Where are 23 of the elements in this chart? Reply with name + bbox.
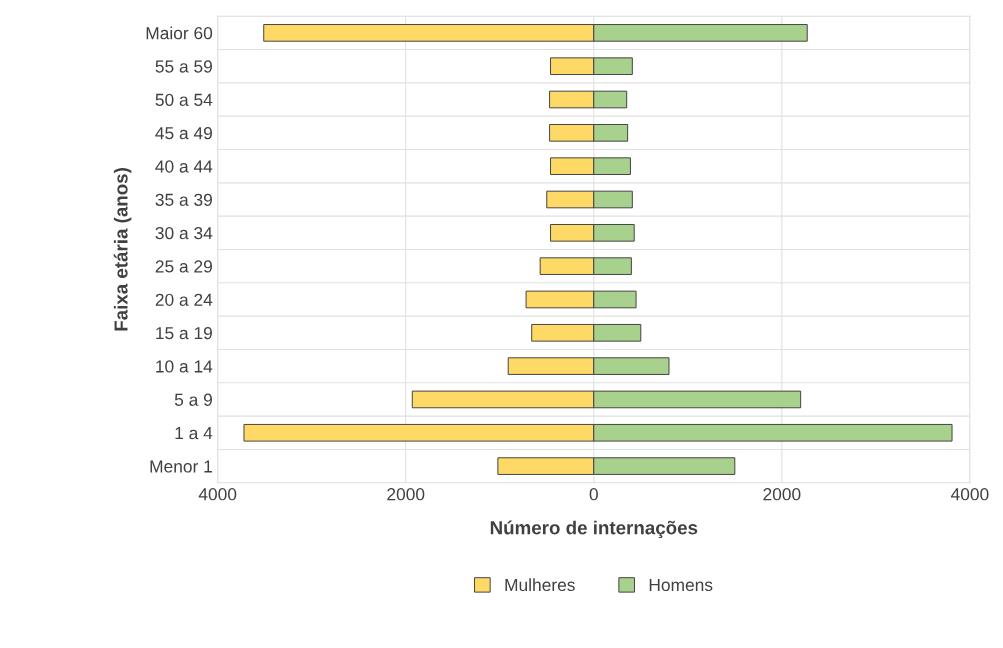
- y-tick-label: 55 a 59: [155, 60, 212, 73]
- y-tick-label: 45 a 49: [155, 127, 212, 140]
- y-axis-title: Faixa etária (anos): [113, 168, 132, 331]
- y-tick-label: 5 a 9: [174, 393, 212, 406]
- y-tick-label: 15 a 19: [156, 326, 212, 340]
- legend-label: Homens: [649, 578, 713, 592]
- x-tick-label: 2000: [763, 488, 801, 501]
- x-tick-label: 2000: [387, 488, 425, 501]
- y-tick-label: 50 a 54: [155, 93, 213, 106]
- y-tick-label: Menor 1: [150, 460, 212, 473]
- y-tick-label: 40 a 44: [155, 160, 213, 173]
- y-tick-label: 30 a 34: [155, 226, 213, 240]
- y-tick-label: 35 a 39: [155, 193, 212, 206]
- y-tick-label: 25 a 29: [155, 260, 212, 273]
- legend-label: Mulheres: [505, 578, 575, 592]
- x-tick-label: 0: [589, 488, 598, 501]
- y-tick-label: 10 a 14: [156, 360, 213, 373]
- y-tick-label: Maior 60: [146, 26, 213, 40]
- y-tick-label: 20 a 24: [155, 293, 213, 306]
- x-tick-label: 4000: [198, 488, 237, 501]
- x-tick-label: 4000: [950, 488, 989, 501]
- x-axis-title: Número de internações: [490, 520, 698, 539]
- y-tick-label: 1 a 4: [175, 427, 213, 440]
